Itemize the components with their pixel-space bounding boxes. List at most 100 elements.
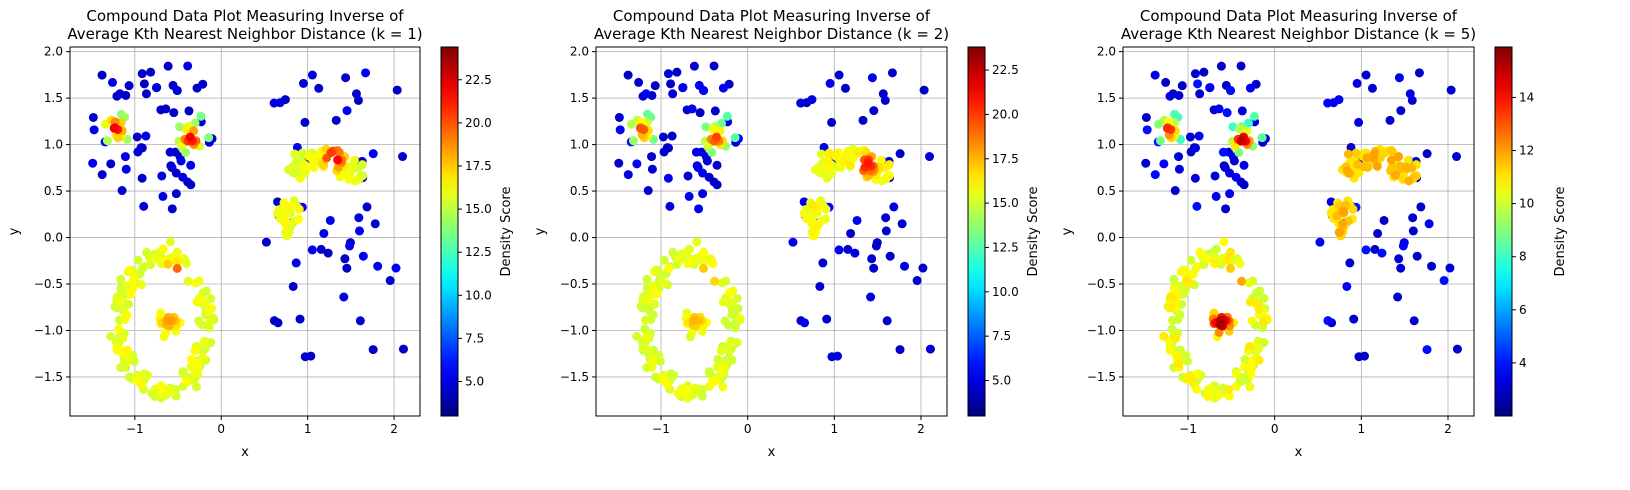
scatter-point — [682, 385, 692, 395]
scatter-point — [1211, 191, 1221, 201]
scatter-point — [118, 333, 128, 343]
x-tick-label: −1 — [126, 422, 144, 436]
scatter-point — [698, 263, 708, 273]
scatter-point — [300, 117, 310, 127]
scatter-point — [1210, 171, 1220, 181]
scatter-point — [1237, 276, 1247, 286]
scatter-point — [307, 70, 317, 80]
scatter-point — [1422, 345, 1432, 355]
scatter-point — [1349, 314, 1359, 324]
scatter-point — [641, 89, 651, 99]
scatter-point — [281, 200, 291, 210]
scatter-point — [1394, 73, 1404, 83]
scatter-point — [710, 276, 720, 286]
scatter-point — [1362, 153, 1372, 163]
scatter-point — [121, 164, 131, 174]
scatter-point — [718, 297, 728, 307]
scatter-point — [702, 156, 712, 166]
scatter-point — [701, 122, 711, 132]
scatter-point — [1452, 344, 1462, 354]
y-tick-label: 1.0 — [44, 138, 63, 152]
scatter-point — [1439, 276, 1449, 286]
scatter-point — [663, 69, 673, 79]
scatter-point — [807, 227, 817, 237]
scatter-point — [638, 303, 648, 313]
scatter-point — [323, 248, 333, 258]
scatter-point — [629, 136, 639, 146]
scatter-point — [863, 158, 873, 168]
scatter-point — [692, 237, 702, 247]
x-tick-label: 0 — [1271, 422, 1279, 436]
scatter-point — [691, 147, 701, 157]
scatter-point — [884, 171, 894, 181]
scatter-point — [1174, 90, 1184, 100]
scatter-point — [309, 162, 319, 172]
scatter-point — [1170, 109, 1180, 119]
scatter-point — [1192, 384, 1202, 394]
x-axis-label: x — [1295, 445, 1303, 460]
scatter-point — [141, 131, 151, 141]
scatter-point — [1205, 83, 1215, 93]
scatter-point — [704, 367, 714, 377]
scatter-point — [1174, 152, 1184, 162]
scatter-point — [1367, 83, 1377, 93]
scatter-point — [658, 132, 668, 142]
scatter-point — [1244, 278, 1254, 288]
scatter-point — [1193, 79, 1203, 89]
scatter-point — [288, 281, 298, 291]
scatter-point — [191, 382, 201, 392]
scatter-point — [139, 79, 149, 89]
scatter-point — [725, 338, 735, 348]
scatter-point — [190, 346, 200, 356]
scatter-point — [1165, 91, 1175, 101]
y-tick-label: 1.5 — [570, 91, 589, 105]
colorbar-tick-label: 17.5 — [992, 152, 1019, 166]
scatter-point — [186, 160, 196, 170]
chart-title-line: Compound Data Plot Measuring Inverse of — [86, 7, 404, 25]
scatter-point — [1235, 124, 1245, 134]
scatter-point — [1225, 189, 1235, 199]
scatter-point — [1315, 237, 1325, 247]
y-tick-label: −1.0 — [34, 323, 63, 337]
scatter-point — [107, 77, 117, 87]
scatter-point — [345, 241, 355, 251]
scatter-point — [821, 204, 831, 214]
scatter-point — [1334, 95, 1344, 105]
scatter-point — [1181, 276, 1191, 286]
scatter-point — [333, 155, 343, 165]
scatter-point — [1142, 125, 1152, 135]
scatter-point — [730, 133, 740, 143]
scatter-point — [151, 83, 161, 93]
scatter-point — [666, 79, 676, 89]
scatter-point — [114, 324, 124, 334]
scatter-point — [708, 124, 718, 134]
scatter-point — [1396, 106, 1406, 116]
colorbar-tick-label: 8 — [1519, 250, 1527, 264]
scatter-point — [1372, 161, 1382, 171]
scatter-point — [1452, 152, 1462, 162]
scatter-point — [660, 377, 670, 387]
scatter-point — [716, 368, 726, 378]
scatter-point — [1191, 143, 1201, 153]
x-tick-label: −1 — [1179, 422, 1197, 436]
scatter-point — [1231, 172, 1241, 182]
scatter-point — [1174, 164, 1184, 174]
scatter-point — [1195, 247, 1205, 257]
scatter-point — [881, 226, 891, 236]
scatter-point — [1445, 263, 1455, 273]
scatter-point — [1192, 201, 1202, 211]
x-tick-label: 1 — [831, 422, 839, 436]
scatter-point — [872, 238, 882, 248]
scatter-point — [1215, 320, 1225, 330]
axes-frame — [595, 46, 948, 417]
scatter-point — [716, 118, 726, 128]
scatter-point — [724, 288, 734, 298]
scatter-point — [716, 346, 726, 356]
y-tick-label: 0.5 — [1097, 184, 1116, 198]
scatter-point — [1245, 382, 1255, 392]
scatter-point — [1404, 176, 1414, 186]
scatter-point — [1210, 259, 1220, 269]
scatter-point — [1159, 159, 1169, 169]
axes-frame — [69, 46, 421, 417]
y-axis-label: y — [1060, 227, 1075, 235]
